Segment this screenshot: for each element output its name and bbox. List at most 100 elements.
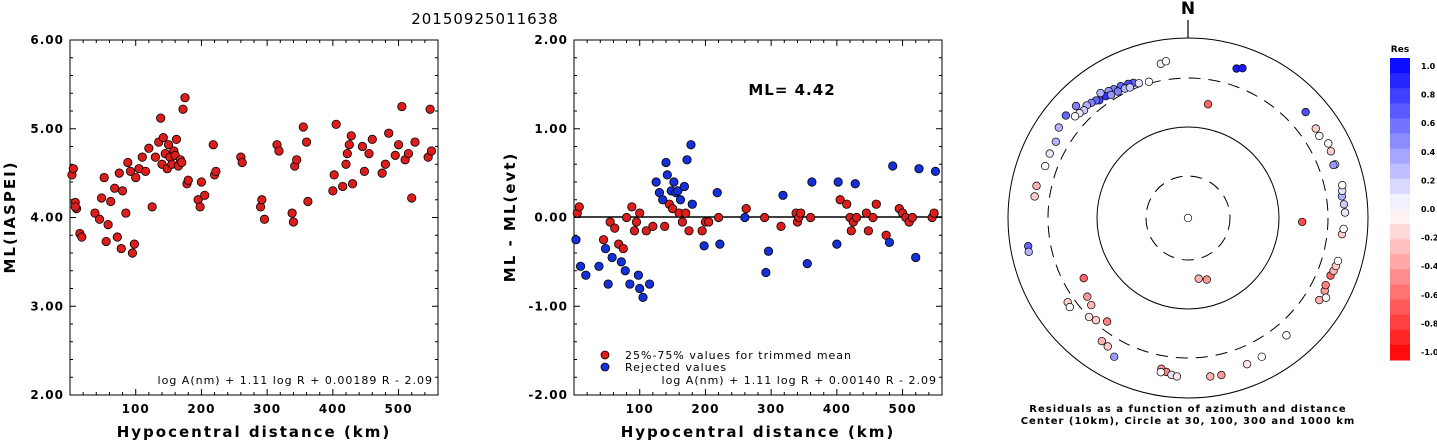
data-point bbox=[684, 226, 694, 236]
data-point bbox=[131, 172, 141, 183]
data-point bbox=[380, 159, 391, 169]
data-point bbox=[842, 199, 852, 209]
polar-point bbox=[1333, 256, 1343, 266]
data-point bbox=[686, 140, 696, 150]
data-point bbox=[177, 157, 187, 168]
data-point bbox=[77, 232, 87, 242]
data-point bbox=[117, 186, 128, 196]
polar-point bbox=[1144, 77, 1154, 86]
data-point bbox=[338, 181, 348, 192]
polar-point bbox=[1030, 192, 1039, 201]
north-label: N bbox=[1181, 0, 1195, 19]
x-tick-label: 200 bbox=[187, 402, 215, 416]
polar-point bbox=[1054, 123, 1063, 132]
data-point bbox=[704, 217, 714, 227]
polar-point bbox=[1339, 200, 1349, 209]
data-point bbox=[367, 134, 377, 144]
data-point bbox=[802, 259, 812, 269]
data-point bbox=[103, 220, 113, 230]
data-point bbox=[605, 217, 615, 227]
y-tick-label: 5.00 bbox=[30, 122, 64, 136]
data-point bbox=[110, 183, 120, 193]
colorbar-cell bbox=[1390, 133, 1410, 150]
polar-point bbox=[1217, 370, 1226, 380]
colorbar-cell bbox=[1390, 73, 1410, 89]
data-point bbox=[675, 195, 686, 205]
data-point bbox=[594, 261, 604, 271]
polar-point bbox=[1079, 274, 1088, 283]
data-point bbox=[679, 181, 690, 192]
polar-point bbox=[1329, 160, 1338, 170]
panel1-formula: log A(nm) + 1.11 log R + 0.00189 R - 2.0… bbox=[158, 374, 433, 387]
data-point bbox=[697, 226, 707, 236]
data-point bbox=[914, 164, 924, 174]
data-point bbox=[68, 164, 78, 174]
data-point bbox=[129, 239, 139, 249]
polar-point bbox=[1183, 213, 1193, 223]
data-point bbox=[761, 267, 771, 278]
data-point bbox=[863, 226, 874, 236]
data-point bbox=[627, 202, 637, 212]
polar-point bbox=[1065, 302, 1074, 312]
data-point bbox=[868, 212, 878, 223]
data-point bbox=[331, 119, 341, 129]
data-point bbox=[403, 149, 414, 159]
data-point bbox=[106, 196, 116, 207]
polar-point bbox=[1070, 112, 1080, 121]
data-point bbox=[673, 186, 683, 196]
y-tick-label: -1.00 bbox=[528, 299, 568, 313]
polar-point bbox=[1051, 137, 1061, 146]
data-point bbox=[288, 217, 299, 227]
data-point bbox=[99, 172, 109, 183]
legend-marker-rejected bbox=[600, 362, 610, 372]
polar-point bbox=[1096, 88, 1105, 98]
colorbar-tick-label: 0.0 bbox=[1421, 205, 1436, 214]
data-point bbox=[397, 101, 407, 112]
data-point bbox=[682, 155, 692, 165]
colorbar-cell bbox=[1390, 329, 1410, 346]
data-point bbox=[357, 141, 368, 152]
panel2-formula: log A(nm) + 1.11 log R + 0.00140 R - 2.0… bbox=[662, 374, 937, 387]
data-point bbox=[699, 241, 709, 251]
x-tick-label: 500 bbox=[889, 402, 917, 416]
ring-1000km bbox=[1007, 37, 1369, 399]
data-point bbox=[292, 155, 302, 165]
data-point bbox=[425, 104, 435, 114]
data-point bbox=[390, 150, 400, 160]
colorbar-cell bbox=[1390, 193, 1410, 210]
colorbar-cell bbox=[1390, 163, 1410, 180]
data-point bbox=[644, 279, 655, 289]
data-point bbox=[633, 270, 644, 280]
data-point bbox=[712, 188, 722, 198]
colorbar-cell bbox=[1390, 239, 1410, 255]
data-point bbox=[662, 170, 672, 180]
panel-ml-iaspei: 2.00 3.00 4.00 5.00 6.00 100 200 300 400 500 log … bbox=[1, 33, 439, 441]
data-point bbox=[101, 236, 111, 247]
data-point bbox=[96, 193, 107, 203]
polar-point bbox=[1242, 360, 1252, 369]
y-tick-label: 2.00 bbox=[534, 33, 568, 47]
polar-point bbox=[1321, 280, 1330, 290]
data-point bbox=[598, 235, 609, 245]
data-point bbox=[328, 186, 338, 196]
x-tick-label: 400 bbox=[823, 402, 851, 416]
polar-point bbox=[1339, 224, 1348, 234]
data-point bbox=[888, 161, 898, 171]
data-point bbox=[274, 146, 284, 156]
data-point bbox=[208, 140, 218, 150]
data-point bbox=[112, 232, 122, 242]
data-point bbox=[137, 152, 147, 162]
data-point bbox=[629, 226, 640, 236]
colorbar-cell bbox=[1390, 269, 1410, 285]
polar-point bbox=[1045, 149, 1054, 158]
data-point bbox=[846, 226, 856, 236]
data-point bbox=[618, 243, 628, 254]
data-point bbox=[121, 208, 131, 218]
data-point bbox=[180, 93, 190, 103]
data-point bbox=[150, 152, 161, 162]
colorbar-tick-label: -1.0 bbox=[1421, 348, 1437, 357]
data-point bbox=[342, 149, 352, 159]
data-point bbox=[301, 137, 312, 147]
y-tick-label: 2.00 bbox=[30, 388, 64, 402]
data-point bbox=[346, 131, 356, 141]
